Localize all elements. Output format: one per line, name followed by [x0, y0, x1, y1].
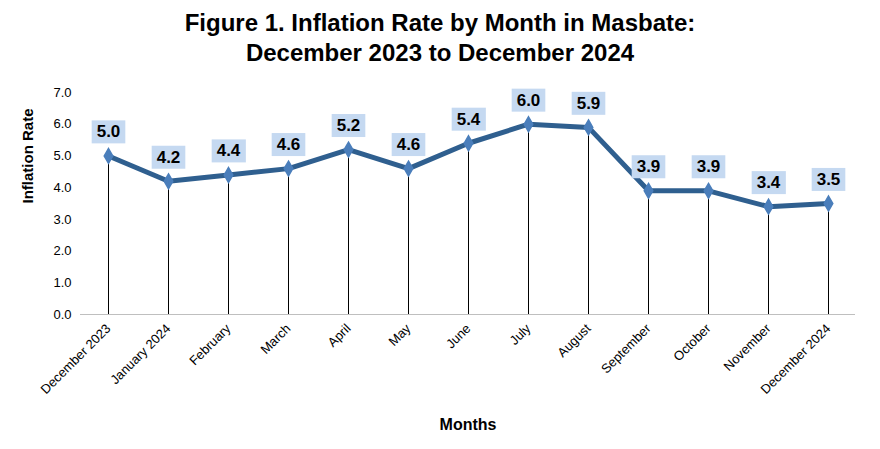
svg-text:May: May — [386, 320, 414, 348]
svg-text:July: July — [507, 320, 534, 347]
svg-text:September: September — [598, 320, 654, 376]
svg-text:7.0: 7.0 — [53, 85, 71, 100]
svg-text:4.4: 4.4 — [217, 141, 241, 160]
svg-text:5.9: 5.9 — [577, 94, 601, 113]
svg-text:4.2: 4.2 — [157, 148, 181, 167]
svg-text:3.5: 3.5 — [817, 170, 841, 189]
svg-text:March: March — [257, 321, 293, 357]
svg-text:Months: Months — [440, 416, 497, 433]
svg-text:1.0: 1.0 — [53, 275, 71, 290]
svg-text:August: August — [554, 321, 593, 360]
svg-text:November: November — [721, 320, 774, 373]
svg-text:December 2023: December 2023 — [38, 321, 114, 397]
svg-text:5.2: 5.2 — [337, 116, 361, 135]
svg-text:June: June — [443, 321, 474, 352]
svg-text:2.0: 2.0 — [53, 243, 71, 258]
svg-text:4.6: 4.6 — [397, 135, 421, 154]
svg-text:3.9: 3.9 — [697, 157, 721, 176]
svg-text:5.4: 5.4 — [457, 110, 481, 129]
svg-text:February: February — [186, 320, 234, 368]
svg-text:3.9: 3.9 — [637, 157, 661, 176]
svg-text:6.0: 6.0 — [517, 91, 541, 110]
svg-text:3.0: 3.0 — [53, 212, 71, 227]
svg-text:January 2024: January 2024 — [107, 321, 173, 387]
svg-text:Inflation Rate: Inflation Rate — [19, 108, 36, 203]
svg-text:5.0: 5.0 — [53, 148, 71, 163]
svg-text:December 2024: December 2024 — [758, 321, 834, 397]
svg-text:3.4: 3.4 — [757, 173, 781, 192]
svg-text:5.0: 5.0 — [97, 122, 121, 141]
svg-text:4.6: 4.6 — [277, 135, 301, 154]
html-text:Figure 1. Inflation Rate by Mo: Figure 1. Inflation Rate by Month in Mas… — [184, 9, 696, 66]
svg-text:April: April — [325, 321, 354, 350]
svg-text:October: October — [670, 320, 714, 364]
svg-text:0.0: 0.0 — [53, 307, 71, 322]
svg-text:4.0: 4.0 — [53, 180, 71, 195]
svg-text:6.0: 6.0 — [53, 116, 71, 131]
